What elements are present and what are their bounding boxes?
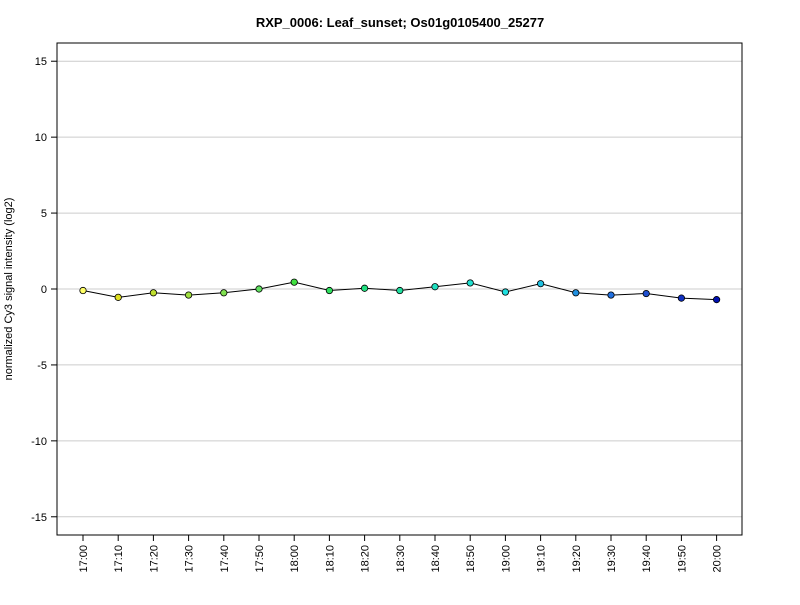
x-tick-label: 19:30 — [606, 545, 618, 573]
x-tick-label: 18:10 — [324, 545, 336, 573]
data-point — [185, 291, 193, 299]
data-point — [712, 296, 721, 304]
y-tick-label: 5 — [41, 208, 47, 220]
plot-frame — [56, 42, 743, 536]
x-tick-label: 17:30 — [184, 545, 196, 573]
x-tick-label: 18:40 — [430, 545, 442, 573]
series-layer — [79, 278, 721, 304]
data-point — [396, 286, 404, 295]
y-tick-label: 10 — [35, 132, 47, 144]
x-tick-label: 17:10 — [113, 545, 125, 573]
data-point — [290, 278, 298, 286]
data-point — [572, 289, 580, 297]
x-tick-label: 20:00 — [712, 545, 724, 573]
data-point — [466, 279, 474, 287]
y-axis-label: normalized Cy3 signal intensity (log2) — [3, 198, 15, 381]
data-point — [79, 286, 87, 295]
data-point — [325, 286, 333, 295]
data-point — [149, 289, 157, 297]
data-point — [360, 284, 369, 292]
x-tick-label: 18:50 — [465, 545, 477, 573]
x-tick-label: 19:40 — [641, 545, 653, 573]
chart-title: RXP_0006: Leaf_sunset; Os01g0105400_2527… — [256, 15, 544, 30]
x-tick-label: 18:20 — [360, 545, 372, 573]
x-tick-label: 17:20 — [148, 545, 160, 573]
x-tick-label: 19:00 — [500, 545, 512, 573]
data-point — [677, 294, 686, 302]
y-tick-label: -5 — [37, 360, 47, 372]
x-tick-label: 17:40 — [219, 545, 231, 573]
y-tick-label: 15 — [35, 56, 47, 68]
data-point — [431, 283, 439, 291]
y-tick-label: -15 — [31, 512, 47, 524]
y-tick-label: -10 — [31, 436, 47, 448]
y-tick-label: 0 — [41, 284, 47, 296]
data-point — [536, 280, 545, 288]
x-tick-label: 19:50 — [676, 545, 688, 573]
x-tick-label: 19:20 — [571, 545, 583, 573]
data-point — [607, 291, 615, 299]
x-tick-label: 17:50 — [254, 545, 266, 573]
data-point — [642, 289, 650, 298]
data-point — [220, 289, 228, 297]
x-tick-label: 17:00 — [78, 545, 90, 573]
x-tick-label: 18:30 — [395, 545, 407, 573]
x-tick-label: 18:00 — [289, 545, 301, 573]
data-point — [255, 285, 263, 293]
grid-layer — [57, 60, 742, 518]
axis-layer: -15 -10 -5 0 5 10 15 17:00 17:10 17:20 17:30 17:40 1… — [31, 56, 724, 572]
data-point — [114, 293, 122, 301]
x-tick-label: 19:10 — [536, 545, 548, 573]
data-point — [501, 288, 509, 296]
